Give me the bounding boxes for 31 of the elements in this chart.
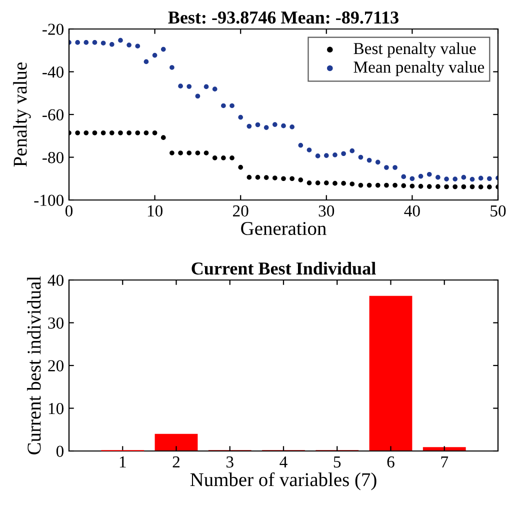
x-tick-label: 50 xyxy=(490,205,506,217)
x-tick-label: 6 xyxy=(387,456,394,468)
x-tick-label: 4 xyxy=(280,456,288,468)
y-tick-label: -60 xyxy=(42,109,64,120)
x-axis-title: Number of variables (7) xyxy=(190,472,376,490)
x-tick-label: 3 xyxy=(226,456,234,468)
y-tick-label: -40 xyxy=(42,66,64,78)
x-tick-label: 2 xyxy=(172,456,180,468)
x-tick-label: 1 xyxy=(120,456,126,468)
x-tick-label: 20 xyxy=(233,205,248,217)
y-tick-label: -20 xyxy=(42,24,64,35)
y-tick-label: -80 xyxy=(42,152,64,164)
x-tick-label: 40 xyxy=(404,205,420,217)
chart-title: Current Best Individual xyxy=(192,262,376,275)
legend-label: Mean penalty value xyxy=(354,61,484,76)
y-axis-title: Penalty value xyxy=(13,62,31,167)
y-tick-label: 20 xyxy=(48,360,64,372)
y-tick-label: 30 xyxy=(48,317,64,329)
y-axis-title: Current best individual xyxy=(27,276,41,454)
legend-label: Best penalty value xyxy=(354,42,476,58)
y-tick-label: 10 xyxy=(48,402,64,414)
x-tick-label: 5 xyxy=(334,456,341,468)
y-tick-label: 40 xyxy=(48,274,64,286)
chart-title: Best: -93.8746 Mean: -89.7113 xyxy=(168,11,398,24)
x-axis-title: Generation xyxy=(241,222,326,236)
x-tick-label: 10 xyxy=(148,205,162,217)
x-tick-label: 7 xyxy=(441,456,448,468)
y-tick-label: -100 xyxy=(34,194,64,206)
x-tick-label: 0 xyxy=(65,205,73,217)
x-tick-label: 30 xyxy=(318,205,334,217)
y-tick-label: 0 xyxy=(56,446,64,457)
